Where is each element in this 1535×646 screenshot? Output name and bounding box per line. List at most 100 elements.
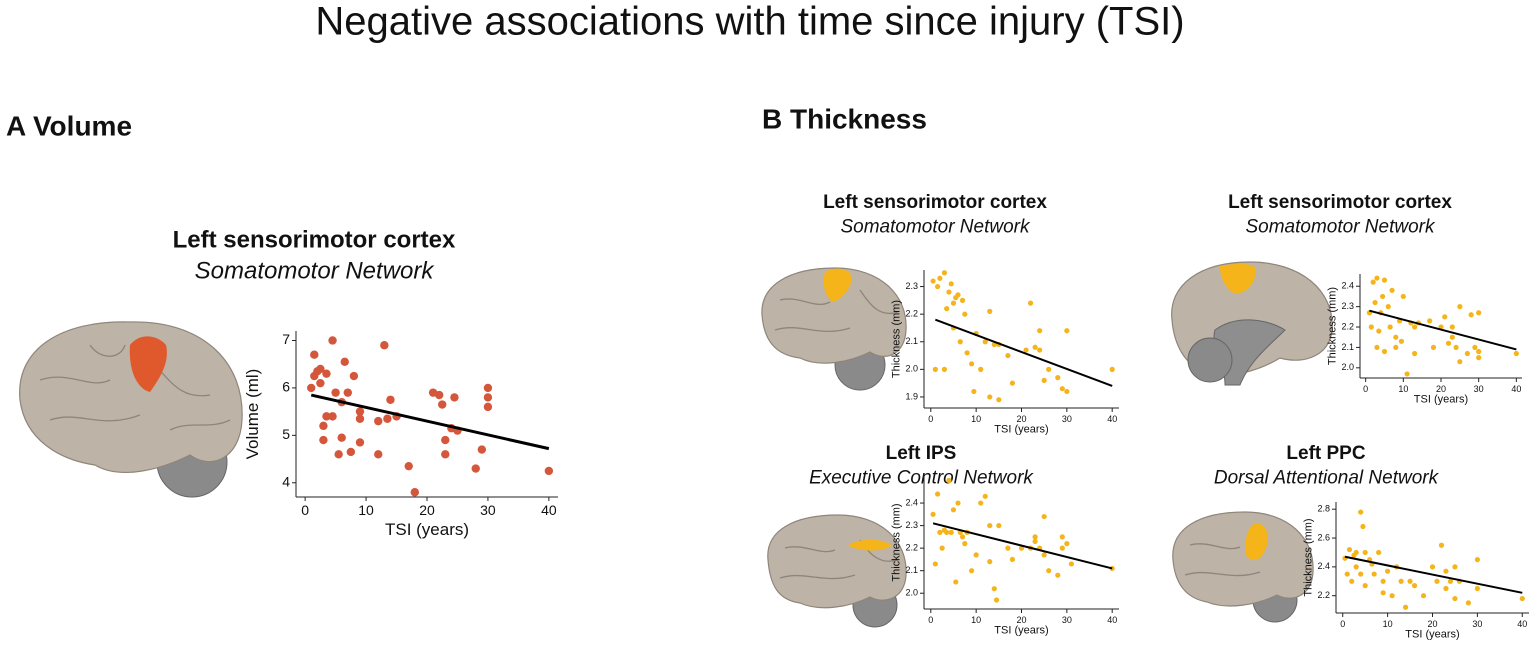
data-point [1438, 542, 1445, 548]
chart-subtitle: Executive Control Network [809, 468, 1034, 489]
data-point [1381, 348, 1388, 355]
data-point [955, 500, 961, 506]
brain-illustration [1171, 261, 1333, 386]
data-point [1344, 571, 1350, 577]
data-point [1064, 541, 1070, 547]
x-tick-label: 0 [1363, 384, 1368, 394]
data-point [1452, 595, 1458, 602]
data-point [1041, 377, 1047, 383]
figure-title: Negative associations with time since in… [315, 0, 1184, 44]
y-tick-label: 2.4 [1317, 561, 1330, 571]
data-point [932, 366, 938, 372]
y-tick-label: 2.0 [905, 588, 918, 598]
data-point [935, 491, 941, 497]
data-point [1474, 557, 1480, 563]
data-point [410, 488, 420, 497]
brain-illustration [761, 267, 907, 391]
y-axis-label: Thickness (mm) [890, 503, 902, 581]
data-point [969, 568, 975, 574]
data-point [950, 507, 957, 513]
data-point [471, 464, 480, 473]
data-point [1064, 328, 1070, 334]
data-point [322, 369, 331, 378]
data-point [971, 388, 977, 395]
data-point [939, 545, 945, 551]
data-point [1412, 324, 1418, 330]
data-point [982, 493, 988, 499]
data-point [1005, 352, 1011, 359]
data-point [1358, 509, 1364, 515]
data-point [962, 541, 968, 547]
data-point [1452, 564, 1458, 570]
data-point [1353, 564, 1359, 570]
data-point [316, 378, 325, 388]
data-point [1447, 578, 1454, 584]
data-point [386, 395, 395, 404]
x-tick-label: 0 [1340, 619, 1345, 629]
data-point [483, 383, 493, 393]
x-tick-label: 0 [928, 615, 933, 625]
data-point [404, 461, 413, 471]
data-point [1476, 310, 1482, 316]
data-point [1380, 293, 1386, 300]
data-point [349, 371, 359, 381]
data-point [310, 350, 319, 359]
data-point [1474, 585, 1480, 592]
data-point [1358, 571, 1364, 577]
data-point [1046, 568, 1052, 574]
data-point [948, 529, 954, 535]
data-point [1427, 318, 1433, 324]
data-point [1387, 324, 1393, 330]
data-point [1041, 513, 1047, 520]
data-point [930, 278, 936, 284]
data-point [987, 308, 993, 314]
data-point [993, 597, 1000, 603]
data-point [962, 311, 968, 317]
data-point [441, 450, 450, 459]
chart-subtitle: Dorsal Attentional Network [1214, 468, 1440, 489]
y-tick-label: 4 [282, 473, 290, 489]
data-point [307, 383, 316, 393]
y-tick-label: 2.8 [1317, 504, 1330, 514]
fit-line [310, 393, 550, 451]
data-point [1398, 338, 1405, 344]
y-tick-label: 2.4 [905, 497, 918, 507]
y-tick-label: 2.4 [1341, 281, 1354, 291]
x-tick-label: 20 [1427, 619, 1437, 629]
data-point [978, 500, 984, 506]
data-point [355, 414, 365, 423]
y-tick-label: 1.9 [905, 391, 918, 401]
chart-subtitle: Somatomotor Network [840, 217, 1031, 238]
data-point [450, 393, 459, 402]
y-tick-label: 2.0 [905, 364, 918, 374]
data-point [1385, 568, 1391, 574]
data-point [1349, 578, 1355, 584]
y-tick-label: 2.1 [1341, 342, 1354, 352]
y-tick-label: 7 [282, 331, 290, 347]
y-tick-label: 2.2 [905, 543, 918, 553]
data-point [1353, 549, 1359, 556]
panel-label: B Thickness [762, 103, 927, 134]
y-axis-label: Volume (ml) [243, 369, 262, 460]
chart-subtitle: Somatomotor Network [1245, 217, 1436, 238]
data-point [441, 435, 450, 445]
data-point [996, 397, 1002, 403]
data-point [1346, 546, 1353, 553]
data-point [1453, 344, 1459, 351]
panel-label: A Volume [6, 110, 132, 141]
data-point [937, 275, 943, 281]
data-point [1465, 600, 1472, 606]
data-point [1362, 583, 1368, 589]
data-point [1380, 578, 1386, 584]
data-point [982, 339, 988, 345]
data-point [1037, 328, 1043, 334]
x-tick-label: 10 [1398, 384, 1408, 394]
y-tick-label: 2.3 [905, 520, 918, 530]
data-point [380, 341, 389, 350]
brain-illustration [1172, 511, 1314, 623]
data-point [1376, 328, 1382, 334]
data-point [1032, 534, 1038, 540]
data-point [1449, 324, 1455, 330]
fit-line [1369, 309, 1517, 351]
data-point [337, 433, 346, 442]
